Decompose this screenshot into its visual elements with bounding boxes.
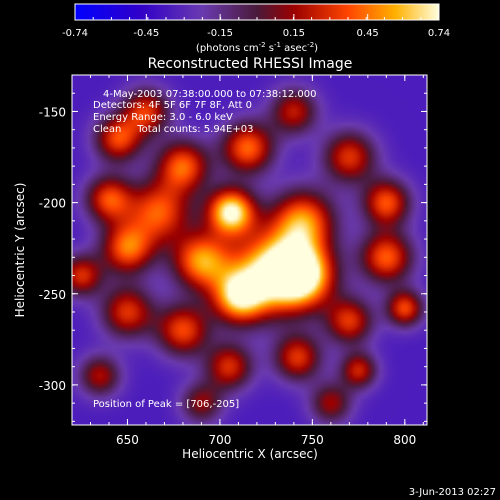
colorbar-tick-label: -0.15	[207, 28, 233, 39]
colorbar-tick-label: -0.74	[62, 28, 88, 39]
y-tick-label: -250	[39, 288, 66, 302]
colorbar-ticks: -0.74 -0.45 -0.15 0.15 0.45 0.74	[62, 14, 450, 39]
annotation-time-range: 4-May-2003 07:38:00.000 to 07:38:12.000	[103, 89, 316, 100]
y-tick-label: -150	[39, 105, 66, 119]
peak-position-label: Position of Peak = [706,-205]	[93, 399, 239, 410]
x-tick-label: 700	[208, 433, 231, 447]
footer-date: 3-Jun-2013 02:27	[409, 487, 496, 498]
y-axis-label: Heliocentric Y (arcsec)	[13, 183, 27, 318]
annotation-energy: Energy Range: 3.0 - 6.0 keV	[93, 112, 233, 123]
annotation-detectors: Detectors: 4F 5F 6F 7F 8F, Att 0	[93, 100, 252, 111]
colorbar-tick-label: 0.74	[428, 28, 450, 39]
annotation-clean-counts: Clean Total counts: 5.94E+03	[93, 124, 253, 135]
x-axis-ticks: 650 700 750 800	[89, 75, 424, 447]
colorbar-unit-label: (photons cm-2 s-1 asec-2)	[196, 41, 318, 54]
colorbar-tick-label: -0.45	[133, 28, 159, 39]
x-tick-label: 800	[393, 433, 416, 447]
x-tick-label: 650	[116, 433, 139, 447]
y-tick-label: -200	[39, 197, 66, 211]
chart-title: Reconstructed RHESSI Image	[148, 56, 353, 72]
y-axis-ticks: -150 -200 -250 -300	[39, 74, 427, 422]
y-tick-label: -300	[39, 379, 66, 393]
colorbar-tick-label: 0.15	[283, 28, 305, 39]
heatmap-image	[72, 75, 427, 425]
colorbar-tick-label: 0.45	[357, 28, 379, 39]
plot-frame	[71, 74, 428, 426]
x-axis-label: Heliocentric X (arcsec)	[182, 447, 318, 461]
x-tick-label: 750	[301, 433, 324, 447]
